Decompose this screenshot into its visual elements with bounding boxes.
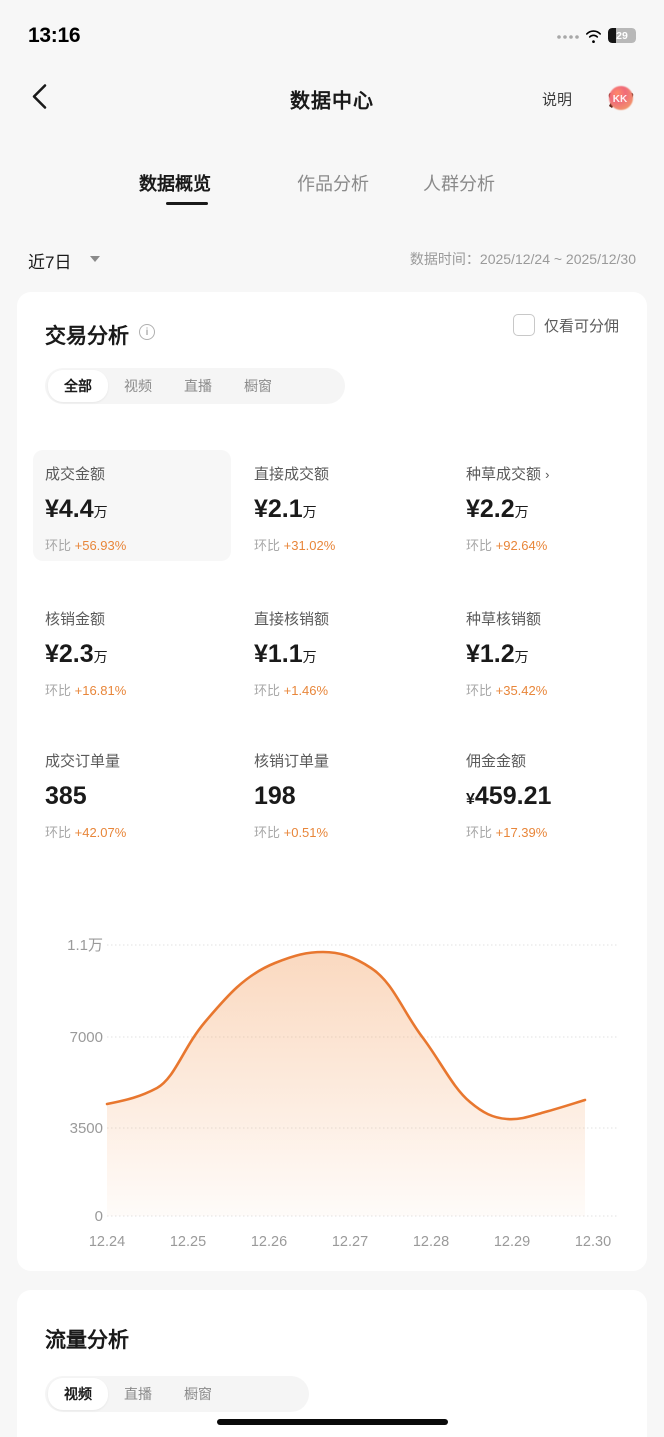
svg-text:12.24: 12.24 [89, 1234, 125, 1250]
svg-text:3500: 3500 [70, 1120, 103, 1137]
svg-text:12.26: 12.26 [251, 1234, 287, 1250]
svg-text:1.1万: 1.1万 [67, 937, 103, 954]
svg-text:KK: KK [613, 94, 628, 105]
svg-text:12.30: 12.30 [575, 1234, 611, 1250]
svg-text:7000: 7000 [70, 1029, 103, 1046]
svg-text:0: 0 [95, 1208, 103, 1225]
svg-text:12.28: 12.28 [413, 1234, 449, 1250]
svg-text:12.27: 12.27 [332, 1234, 368, 1250]
svg-text:12.29: 12.29 [494, 1234, 530, 1250]
svg-text:12.25: 12.25 [170, 1234, 206, 1250]
